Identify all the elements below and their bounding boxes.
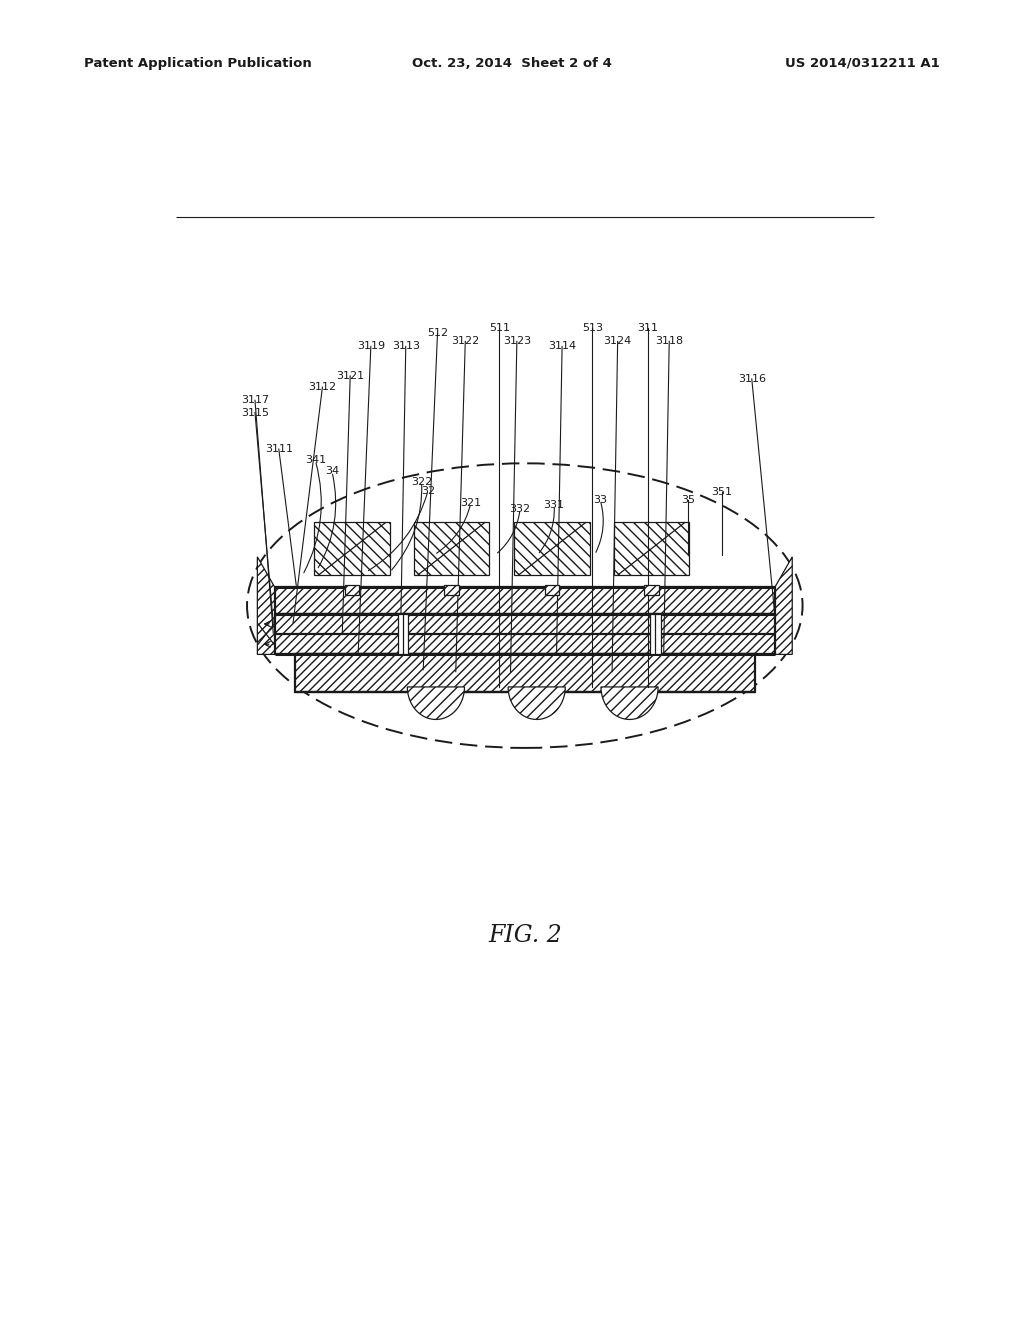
Text: 511: 511	[488, 323, 510, 333]
Polygon shape	[775, 557, 793, 655]
Bar	[274, 587, 775, 614]
Text: US 2014/0312211 A1: US 2014/0312211 A1	[785, 57, 940, 70]
Polygon shape	[257, 557, 274, 655]
Text: 32: 32	[421, 486, 435, 496]
Bar	[414, 523, 489, 576]
Bar	[613, 523, 689, 576]
Polygon shape	[408, 686, 465, 719]
Bar	[345, 585, 359, 595]
Bar	[295, 655, 755, 692]
Text: Patent Application Publication: Patent Application Publication	[84, 57, 311, 70]
Text: FIG. 2: FIG. 2	[487, 924, 562, 948]
Text: 512: 512	[427, 329, 449, 338]
Text: 35: 35	[681, 495, 695, 506]
Bar	[397, 614, 409, 655]
Text: 3112: 3112	[308, 381, 337, 392]
Bar	[314, 523, 390, 576]
Polygon shape	[508, 686, 565, 719]
Text: 311: 311	[637, 323, 658, 333]
Bar	[644, 585, 658, 595]
Polygon shape	[601, 686, 658, 719]
Text: 3119: 3119	[356, 342, 385, 351]
Text: 341: 341	[305, 455, 326, 465]
Text: 3122: 3122	[452, 337, 479, 346]
Bar	[514, 523, 590, 576]
Text: Oct. 23, 2014  Sheet 2 of 4: Oct. 23, 2014 Sheet 2 of 4	[412, 57, 612, 70]
Text: 3118: 3118	[655, 337, 683, 346]
Text: 322: 322	[411, 477, 432, 487]
Text: 331: 331	[544, 500, 564, 510]
Text: 3115: 3115	[241, 408, 269, 417]
Text: 33: 33	[593, 495, 607, 506]
Text: 3116: 3116	[737, 374, 766, 384]
Text: 3121: 3121	[336, 371, 365, 381]
Bar	[650, 614, 660, 655]
Text: 513: 513	[582, 323, 603, 333]
Text: 3123: 3123	[503, 337, 530, 346]
Bar	[444, 585, 459, 595]
Text: 34: 34	[325, 466, 339, 477]
Bar	[274, 614, 775, 655]
Text: 332: 332	[510, 504, 530, 513]
Text: 3124: 3124	[603, 337, 632, 346]
Text: 3113: 3113	[392, 342, 420, 351]
Text: 351: 351	[711, 487, 732, 496]
Text: 321: 321	[460, 498, 481, 508]
Text: 3111: 3111	[265, 444, 293, 454]
Text: 3117: 3117	[241, 395, 269, 405]
Bar	[545, 585, 559, 595]
Text: 3114: 3114	[548, 342, 577, 351]
